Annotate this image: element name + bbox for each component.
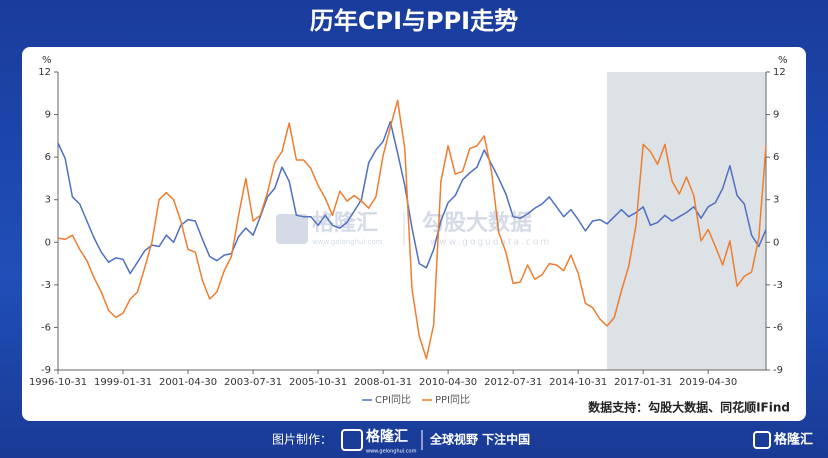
brand-name: 格隆汇 — [774, 432, 813, 448]
y2-tick-label: -6 — [773, 322, 783, 333]
x-tick-label: 1999-01-31 — [94, 377, 152, 388]
shaded-region — [607, 72, 766, 370]
x-tick-label: 1996-10-31 — [29, 377, 87, 388]
source-note: 数据支持：勾股大数据、同花顺IFind — [588, 400, 790, 415]
y2-tick-label: 9 — [773, 110, 779, 121]
x-tick-label: 2014-10-31 — [549, 377, 607, 388]
y2-tick-label: 6 — [773, 152, 779, 163]
line-series — [57, 120, 767, 275]
x-tick-label: 2005-10-31 — [289, 377, 347, 388]
brand-name: 格隆汇 — [366, 428, 408, 445]
y2-tick-label: 3 — [773, 195, 779, 206]
watermark-text: 格隆汇 — [312, 210, 378, 236]
y-tick-label: 0 — [45, 237, 51, 248]
plot-area: -9 -6 -3 0 3 6 9 12 -9 -6 -3 0 3 6 9 12 1996-10-31 1999-0… — [29, 67, 786, 388]
watermark-text: 勾股大数据 — [422, 210, 532, 236]
watermark-url: www.gelonghui.com — [312, 238, 383, 246]
watermark-logo — [276, 214, 308, 244]
y-tick-label: 12 — [38, 67, 51, 78]
x-tick-label: 2001-04-30 — [159, 377, 217, 388]
y-axis-label: % — [42, 55, 52, 66]
watermark: 格隆汇 www.gelonghui.com 勾股大数据 www.gogudata… — [276, 210, 551, 248]
y-tick-label: -9 — [41, 365, 51, 376]
y2-tick-label: 0 — [773, 237, 779, 248]
legend-label: CPI同比 — [375, 394, 411, 406]
line-series — [57, 99, 767, 360]
credit-label: 图片制作： — [272, 433, 332, 447]
legend-label: PPI同比 — [435, 394, 470, 406]
brand-url: www.gelonghui.com — [366, 449, 417, 455]
y-tick-label: 6 — [45, 152, 51, 163]
x-tick-label: 2012-07-31 — [484, 377, 542, 388]
y-tick-label: 9 — [45, 110, 51, 121]
legend: CPI同比 PPI同比 — [362, 394, 470, 406]
x-tick-label: 2008-01-31 — [354, 377, 412, 388]
brand-logo — [341, 429, 363, 451]
y2-tick-label: -3 — [773, 280, 783, 291]
y-tick-label: 3 — [45, 195, 51, 206]
brand-logo — [753, 431, 771, 449]
chart-title: 历年CPI与PPI走势 — [310, 7, 518, 35]
y-tick-label: -6 — [41, 322, 51, 333]
x-tick-label: 2010-04-30 — [419, 377, 477, 388]
watermark-url: www.gogudata.com — [430, 238, 551, 248]
y2-tick-label: 12 — [773, 67, 786, 78]
y-tick-label: -3 — [41, 280, 51, 291]
x-tick-label: 2019-04-30 — [679, 377, 737, 388]
footer: 图片制作： 格隆汇 www.gelonghui.com 全球视野 下注中国 格隆… — [272, 428, 813, 455]
x-tick-label: 2003-07-31 — [224, 377, 282, 388]
y2-tick-label: -9 — [773, 365, 783, 376]
slogan: 全球视野 下注中国 — [429, 432, 530, 447]
y2-axis-label: % — [778, 55, 788, 66]
x-tick-label: 2017-01-31 — [614, 377, 672, 388]
